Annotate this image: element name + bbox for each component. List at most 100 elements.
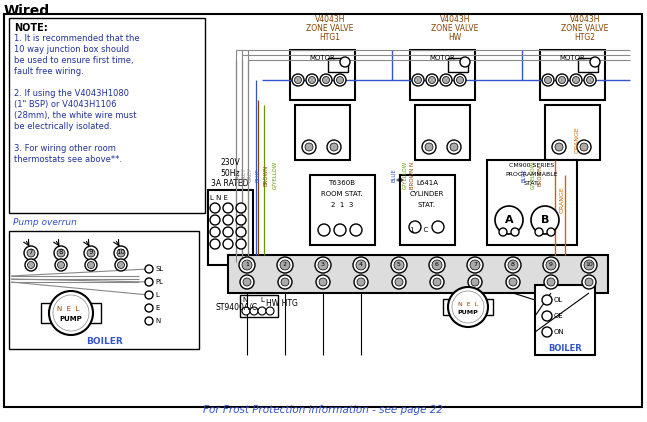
Circle shape (547, 278, 555, 286)
Text: SL: SL (155, 266, 163, 272)
Circle shape (391, 257, 407, 273)
Circle shape (547, 228, 555, 236)
Text: N: N (242, 297, 247, 303)
Circle shape (581, 257, 597, 273)
Text: GREY: GREY (242, 168, 247, 182)
Text: thermostats see above**.: thermostats see above**. (14, 155, 122, 164)
Text: 3: 3 (321, 262, 325, 268)
Text: be used to ensure first time,: be used to ensure first time, (14, 56, 134, 65)
Circle shape (236, 215, 246, 225)
Text: OL: OL (554, 297, 564, 303)
Circle shape (395, 278, 403, 286)
Circle shape (236, 227, 246, 237)
Text: 4: 4 (359, 262, 363, 268)
Bar (532, 44, 617, 170)
Text: MOTOR: MOTOR (559, 55, 585, 61)
Text: L: L (155, 292, 159, 298)
Text: L N E: L N E (210, 195, 228, 201)
Circle shape (145, 317, 153, 325)
Text: Pump overrun: Pump overrun (13, 218, 77, 227)
Text: NOTE:: NOTE: (14, 23, 48, 33)
Text: V4043H: V4043H (570, 15, 600, 24)
Circle shape (294, 76, 302, 84)
Text: MOTOR: MOTOR (429, 55, 455, 61)
Text: 3. For wiring other room: 3. For wiring other room (14, 144, 116, 153)
Text: L: L (260, 297, 264, 303)
Circle shape (334, 224, 346, 236)
Circle shape (570, 74, 582, 86)
Circle shape (27, 249, 35, 257)
Text: PROGRAMMABLE: PROGRAMMABLE (506, 172, 558, 177)
Text: 2: 2 (283, 262, 287, 268)
Bar (540, 50, 605, 100)
Circle shape (281, 278, 289, 286)
Circle shape (210, 215, 220, 225)
Circle shape (542, 311, 552, 321)
Circle shape (556, 74, 568, 86)
Circle shape (243, 278, 251, 286)
Circle shape (292, 74, 304, 86)
Text: be electrically isolated.: be electrically isolated. (14, 122, 112, 131)
Circle shape (545, 76, 551, 84)
Text: ON: ON (554, 329, 565, 335)
Circle shape (535, 228, 543, 236)
Circle shape (432, 260, 442, 270)
Circle shape (511, 228, 519, 236)
Circle shape (277, 257, 293, 273)
Circle shape (278, 275, 292, 289)
Text: CM900 SERIES: CM900 SERIES (509, 163, 554, 168)
Circle shape (145, 291, 153, 299)
Text: 8: 8 (59, 249, 63, 255)
Circle shape (394, 260, 404, 270)
Bar (578, 58, 598, 72)
Circle shape (495, 206, 523, 234)
Circle shape (315, 257, 331, 273)
Circle shape (318, 260, 328, 270)
Circle shape (353, 257, 369, 273)
Bar (9, 231, 199, 349)
Text: N  E  L: N E L (458, 301, 478, 306)
Bar (443, 299, 453, 315)
Text: B: B (541, 215, 549, 225)
Text: HW HTG: HW HTG (266, 299, 298, 308)
Text: CYLINDER: CYLINDER (410, 191, 444, 197)
Bar (282, 44, 367, 170)
Text: E: E (155, 305, 159, 311)
Circle shape (118, 262, 124, 268)
Circle shape (552, 140, 566, 154)
Text: 9: 9 (89, 249, 93, 255)
Circle shape (585, 278, 593, 286)
Circle shape (223, 227, 233, 237)
Circle shape (223, 239, 233, 249)
Circle shape (470, 260, 480, 270)
Circle shape (24, 246, 38, 260)
Circle shape (115, 259, 127, 271)
Text: A: A (505, 215, 513, 225)
Text: **: ** (396, 178, 404, 187)
Bar (415, 105, 470, 160)
Text: G/YELLOW: G/YELLOW (402, 161, 407, 189)
Text: BLUE: BLUE (256, 168, 261, 182)
Circle shape (57, 249, 65, 257)
Text: PUMP: PUMP (457, 311, 478, 316)
Circle shape (302, 140, 316, 154)
Circle shape (350, 224, 362, 236)
Text: N: N (155, 318, 160, 324)
Circle shape (28, 262, 34, 268)
Bar (487, 160, 577, 245)
Text: 7: 7 (28, 249, 33, 255)
Circle shape (53, 295, 89, 331)
Text: HTG1: HTG1 (320, 33, 340, 42)
Text: V4043H: V4043H (314, 15, 345, 24)
Circle shape (320, 74, 332, 86)
Circle shape (586, 76, 593, 84)
Text: L641A: L641A (416, 180, 438, 186)
Circle shape (117, 249, 125, 257)
Text: fault free wiring.: fault free wiring. (14, 67, 83, 76)
Bar (483, 299, 493, 315)
Text: ST9400A/C: ST9400A/C (215, 302, 257, 311)
Circle shape (422, 140, 436, 154)
Circle shape (336, 76, 344, 84)
Text: ROOM STAT.: ROOM STAT. (321, 191, 363, 197)
Circle shape (471, 278, 479, 286)
